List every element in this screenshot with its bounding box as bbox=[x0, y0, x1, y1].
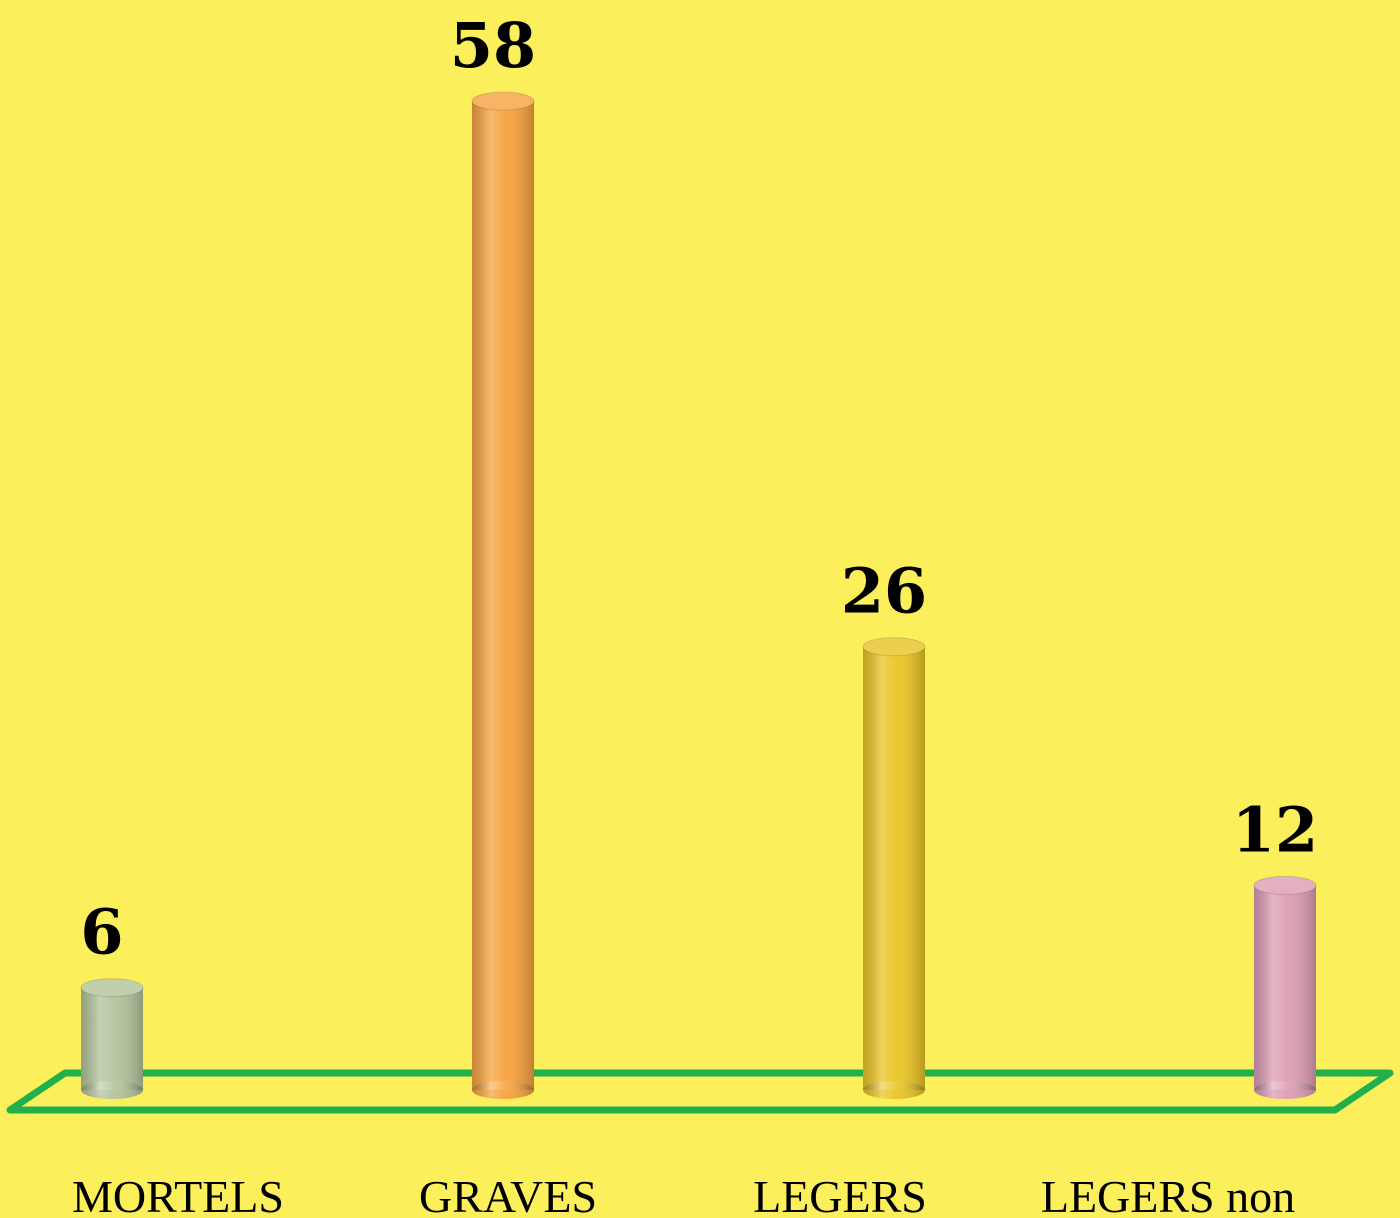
x-tick-label: GRAVES bbox=[419, 1171, 597, 1218]
x-tick-label: LEGERS non bbox=[1041, 1171, 1295, 1218]
value-label: 12 bbox=[1232, 793, 1318, 866]
floor bbox=[6, 1069, 1394, 1114]
bar-top-highlight bbox=[81, 978, 143, 997]
value-label: 58 bbox=[450, 9, 536, 82]
value-label: 6 bbox=[80, 896, 123, 969]
x-tick-label: LEGERS bbox=[753, 1171, 927, 1218]
bar-top bbox=[80, 978, 144, 998]
bar-base-shade bbox=[81, 1081, 143, 1099]
bar-top-highlight bbox=[863, 637, 925, 656]
bar-shade bbox=[81, 987, 143, 1090]
bar-top-highlight bbox=[472, 92, 534, 111]
bar-top-highlight bbox=[1254, 876, 1316, 895]
x-tick-label: MORTELS bbox=[72, 1171, 284, 1218]
bar-shade bbox=[1254, 885, 1316, 1090]
bar-top bbox=[862, 637, 926, 657]
value-label: 26 bbox=[841, 555, 927, 628]
bar-top bbox=[1253, 875, 1317, 895]
bar-shade bbox=[863, 646, 925, 1090]
bar-shade bbox=[472, 101, 534, 1091]
bar-base-shade bbox=[1254, 1081, 1316, 1099]
bar-top bbox=[471, 91, 535, 111]
bar-base-shade bbox=[472, 1081, 534, 1099]
bars: 6 MORTELS 58 GRAVES 26 LEGERS 12 LEGERS non bbox=[72, 9, 1318, 1218]
bar-base-shade bbox=[863, 1081, 925, 1099]
